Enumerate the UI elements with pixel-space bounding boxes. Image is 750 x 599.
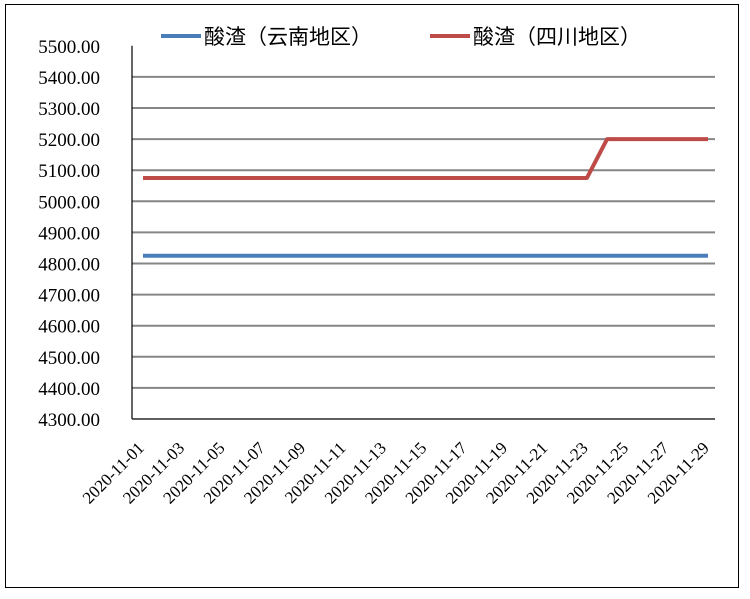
y-tick-label: 4900.00 (38, 223, 100, 244)
y-tick-label: 4300.00 (38, 410, 100, 431)
y-tick-label: 5000.00 (38, 192, 100, 213)
y-tick-label: 5200.00 (38, 130, 100, 151)
y-tick-label: 4600.00 (38, 317, 100, 338)
legend-label-1: 酸渣（云南地区） (204, 25, 372, 49)
legend-label-2: 酸渣（四川地区） (473, 25, 641, 49)
y-tick-label: 4500.00 (38, 348, 100, 369)
y-tick-label: 4400.00 (38, 379, 100, 400)
y-tick-label: 4800.00 (38, 255, 100, 276)
y-tick-label: 4700.00 (38, 286, 100, 307)
y-tick-label: 5100.00 (38, 161, 100, 182)
y-tick-label: 5400.00 (38, 68, 100, 89)
chart-frame (5, 4, 739, 588)
series-line-2 (143, 137, 708, 180)
y-tick-label: 5500.00 (38, 37, 100, 58)
y-tick-label: 5300.00 (38, 99, 100, 120)
